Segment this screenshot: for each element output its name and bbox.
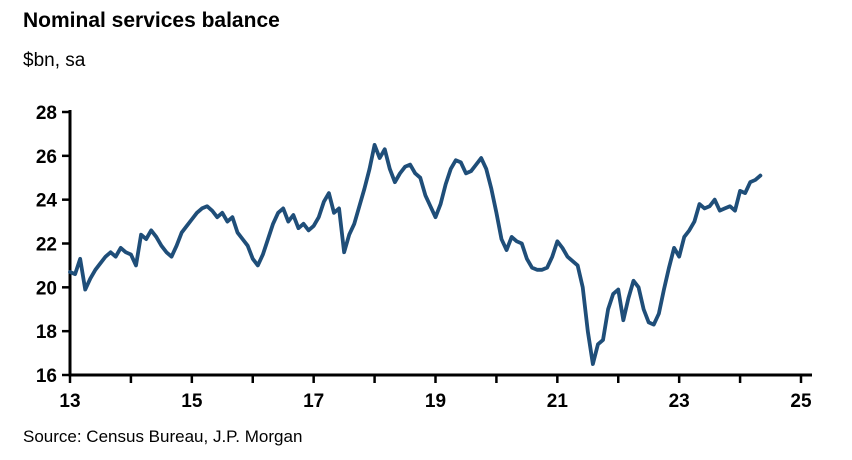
chart-subtitle: $bn, sa xyxy=(23,50,86,71)
source-note: Source: Census Bureau, J.P. Morgan xyxy=(23,427,303,446)
x-tick-label: 13 xyxy=(59,391,80,412)
y-tick-label: 24 xyxy=(36,191,58,212)
data-line xyxy=(68,142,763,366)
y-tick-label: 26 xyxy=(36,147,57,168)
x-tick-label: 15 xyxy=(181,391,203,412)
y-tick-label: 18 xyxy=(36,322,57,343)
x-tick-label: 25 xyxy=(790,391,812,412)
y-tick-label: 20 xyxy=(36,278,57,299)
y-tick-label: 28 xyxy=(36,103,57,124)
x-tick-label: 23 xyxy=(669,391,690,412)
y-tick-label: 16 xyxy=(36,366,57,387)
y-tick-label: 22 xyxy=(36,235,57,256)
chart-title: Nominal services balance xyxy=(23,9,280,32)
x-tick-label: 17 xyxy=(303,391,324,412)
x-tick-label: 21 xyxy=(547,391,569,412)
x-tick-label: 19 xyxy=(425,391,446,412)
